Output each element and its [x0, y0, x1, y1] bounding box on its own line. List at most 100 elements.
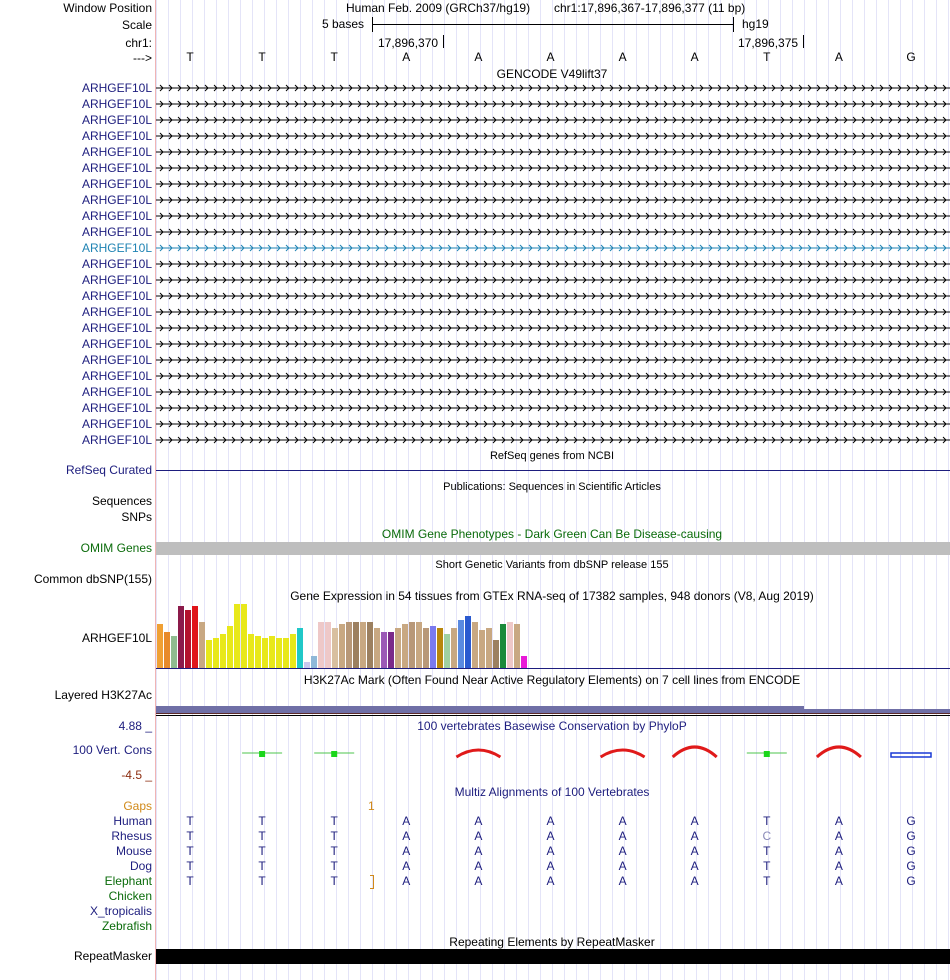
gencode-transcript-line[interactable] [156, 212, 950, 220]
species-label-rhesus[interactable]: Rhesus [111, 829, 152, 843]
phylop-track[interactable] [156, 740, 950, 770]
gtex-gene-line [156, 668, 950, 669]
refseq-label[interactable]: RefSeq Curated [66, 463, 152, 477]
gencode-transcript-label[interactable]: ARHGEF10L [82, 369, 152, 383]
aligned-base: T [255, 829, 269, 843]
gencode-transcript-label[interactable]: ARHGEF10L [82, 81, 152, 95]
gtex-tissue-bar [367, 622, 373, 668]
species-label-elephant[interactable]: Elephant [105, 874, 152, 888]
h3k27ac-label[interactable]: Layered H3K27Ac [55, 688, 152, 702]
species-label-chicken[interactable]: Chicken [109, 889, 152, 903]
gtex-tissue-bar [437, 628, 443, 668]
gencode-transcript-line[interactable] [156, 148, 950, 156]
gencode-transcript-line[interactable] [156, 436, 950, 444]
gencode-transcript-line[interactable] [156, 276, 950, 284]
gencode-transcript-label[interactable]: ARHGEF10L [82, 177, 152, 191]
gtex-tissue-bar [353, 622, 359, 668]
gencode-transcript-line[interactable] [156, 132, 950, 140]
gencode-transcript-label[interactable]: ARHGEF10L [82, 385, 152, 399]
dbsnp-label[interactable]: Common dbSNP(155) [34, 572, 152, 586]
snps-label[interactable]: SNPs [121, 510, 152, 524]
phylop-min: -4.5 _ [121, 768, 152, 782]
gencode-transcript-label[interactable]: ARHGEF10L [82, 257, 152, 271]
gencode-transcript-line[interactable] [156, 260, 950, 268]
species-label-human[interactable]: Human [113, 814, 152, 828]
species-label-dog[interactable]: Dog [130, 859, 152, 873]
aligned-base: A [471, 859, 485, 873]
coord-right-tick [803, 35, 804, 48]
h3k27ac-signal-band[interactable] [156, 706, 804, 713]
species-label-zebrafish[interactable]: Zebrafish [102, 919, 152, 933]
omim-bar[interactable] [156, 542, 950, 555]
gtex-label[interactable]: ARHGEF10L [82, 631, 152, 645]
gencode-transcript-line[interactable] [156, 324, 950, 332]
gencode-transcript-label[interactable]: ARHGEF10L [82, 401, 152, 415]
repeatmasker-bar[interactable] [156, 949, 950, 964]
left-margin-line [155, 0, 156, 980]
gencode-transcript-line[interactable] [156, 404, 950, 412]
gencode-transcript-label[interactable]: ARHGEF10L [82, 321, 152, 335]
phylop-arc [601, 750, 645, 757]
base-letter: A [399, 50, 413, 64]
gencode-transcript-line[interactable] [156, 244, 950, 252]
gencode-transcript-label[interactable]: ARHGEF10L [82, 289, 152, 303]
gencode-transcript-line[interactable] [156, 196, 950, 204]
omim-label[interactable]: OMIM Genes [81, 541, 152, 555]
gencode-transcript-label[interactable]: ARHGEF10L [82, 417, 152, 431]
gencode-transcript-line[interactable] [156, 84, 950, 92]
gencode-transcript-line[interactable] [156, 308, 950, 316]
gtex-tissue-bar [234, 604, 240, 668]
refseq-gene-line[interactable] [156, 470, 950, 471]
gencode-transcript-label[interactable]: ARHGEF10L [82, 161, 152, 175]
gencode-transcript-label[interactable]: ARHGEF10L [82, 433, 152, 447]
aligned-base: A [399, 814, 413, 828]
gencode-transcript-line[interactable] [156, 164, 950, 172]
gencode-transcript-line[interactable] [156, 100, 950, 108]
gencode-transcript-label[interactable]: ARHGEF10L [82, 209, 152, 223]
gencode-transcript-label[interactable]: ARHGEF10L [82, 193, 152, 207]
gencode-transcript-label[interactable]: ARHGEF10L [82, 273, 152, 287]
gencode-transcript-line[interactable] [156, 292, 950, 300]
gencode-transcript-line[interactable] [156, 356, 950, 364]
gencode-transcript-label[interactable]: ARHGEF10L [82, 353, 152, 367]
gtex-tissue-bar [388, 632, 394, 668]
gencode-transcript-label[interactable]: ARHGEF10L [82, 305, 152, 319]
gencode-transcript-line[interactable] [156, 420, 950, 428]
publications-label[interactable]: Sequences [92, 494, 152, 508]
gencode-transcript-line[interactable] [156, 180, 950, 188]
gencode-transcript-label[interactable]: ARHGEF10L [82, 337, 152, 351]
phylop-conserved-mark [331, 751, 337, 757]
gencode-transcript-label[interactable]: ARHGEF10L [82, 97, 152, 111]
gencode-transcript-label[interactable]: ARHGEF10L [82, 113, 152, 127]
position-readout[interactable]: chr1:17,896,367-17,896,377 (11 bp) [554, 1, 745, 15]
phylop-label[interactable]: 100 Vert. Cons [73, 743, 152, 757]
gencode-transcript-line[interactable] [156, 372, 950, 380]
gencode-transcript-line[interactable] [156, 116, 950, 124]
gaps-label[interactable]: Gaps [123, 799, 152, 813]
gencode-transcript-label[interactable]: ARHGEF10L [82, 241, 152, 255]
gtex-tissue-bar [346, 622, 352, 668]
gencode-transcript-label[interactable]: ARHGEF10L [82, 129, 152, 143]
species-label-mouse[interactable]: Mouse [116, 844, 152, 858]
scale-bar [372, 24, 733, 25]
aligned-base: T [327, 829, 341, 843]
repeatmasker-label[interactable]: RepeatMasker [74, 949, 152, 963]
gtex-tissue-bar [199, 622, 205, 668]
gencode-transcript-label[interactable]: ARHGEF10L [82, 145, 152, 159]
aligned-base: A [399, 859, 413, 873]
gtex-bar-chart[interactable] [156, 600, 536, 668]
aligned-base: T [183, 829, 197, 843]
gencode-transcript-line[interactable] [156, 340, 950, 348]
aligned-base: T [760, 844, 774, 858]
scale-label: Scale [122, 18, 152, 32]
species-label-x_tropicalis[interactable]: X_tropicalis [90, 904, 152, 918]
chrom-label: chr1: [125, 36, 152, 50]
phylop-title: 100 vertebrates Basewise Conservation by… [417, 719, 686, 733]
gencode-transcript-line[interactable] [156, 228, 950, 236]
gencode-transcript-line[interactable] [156, 388, 950, 396]
coord-left: 17,896,370 [378, 36, 438, 50]
gencode-transcript-label[interactable]: ARHGEF10L [82, 225, 152, 239]
gtex-tissue-bar [416, 622, 422, 668]
base-letter: T [255, 50, 269, 64]
aligned-base: A [544, 829, 558, 843]
